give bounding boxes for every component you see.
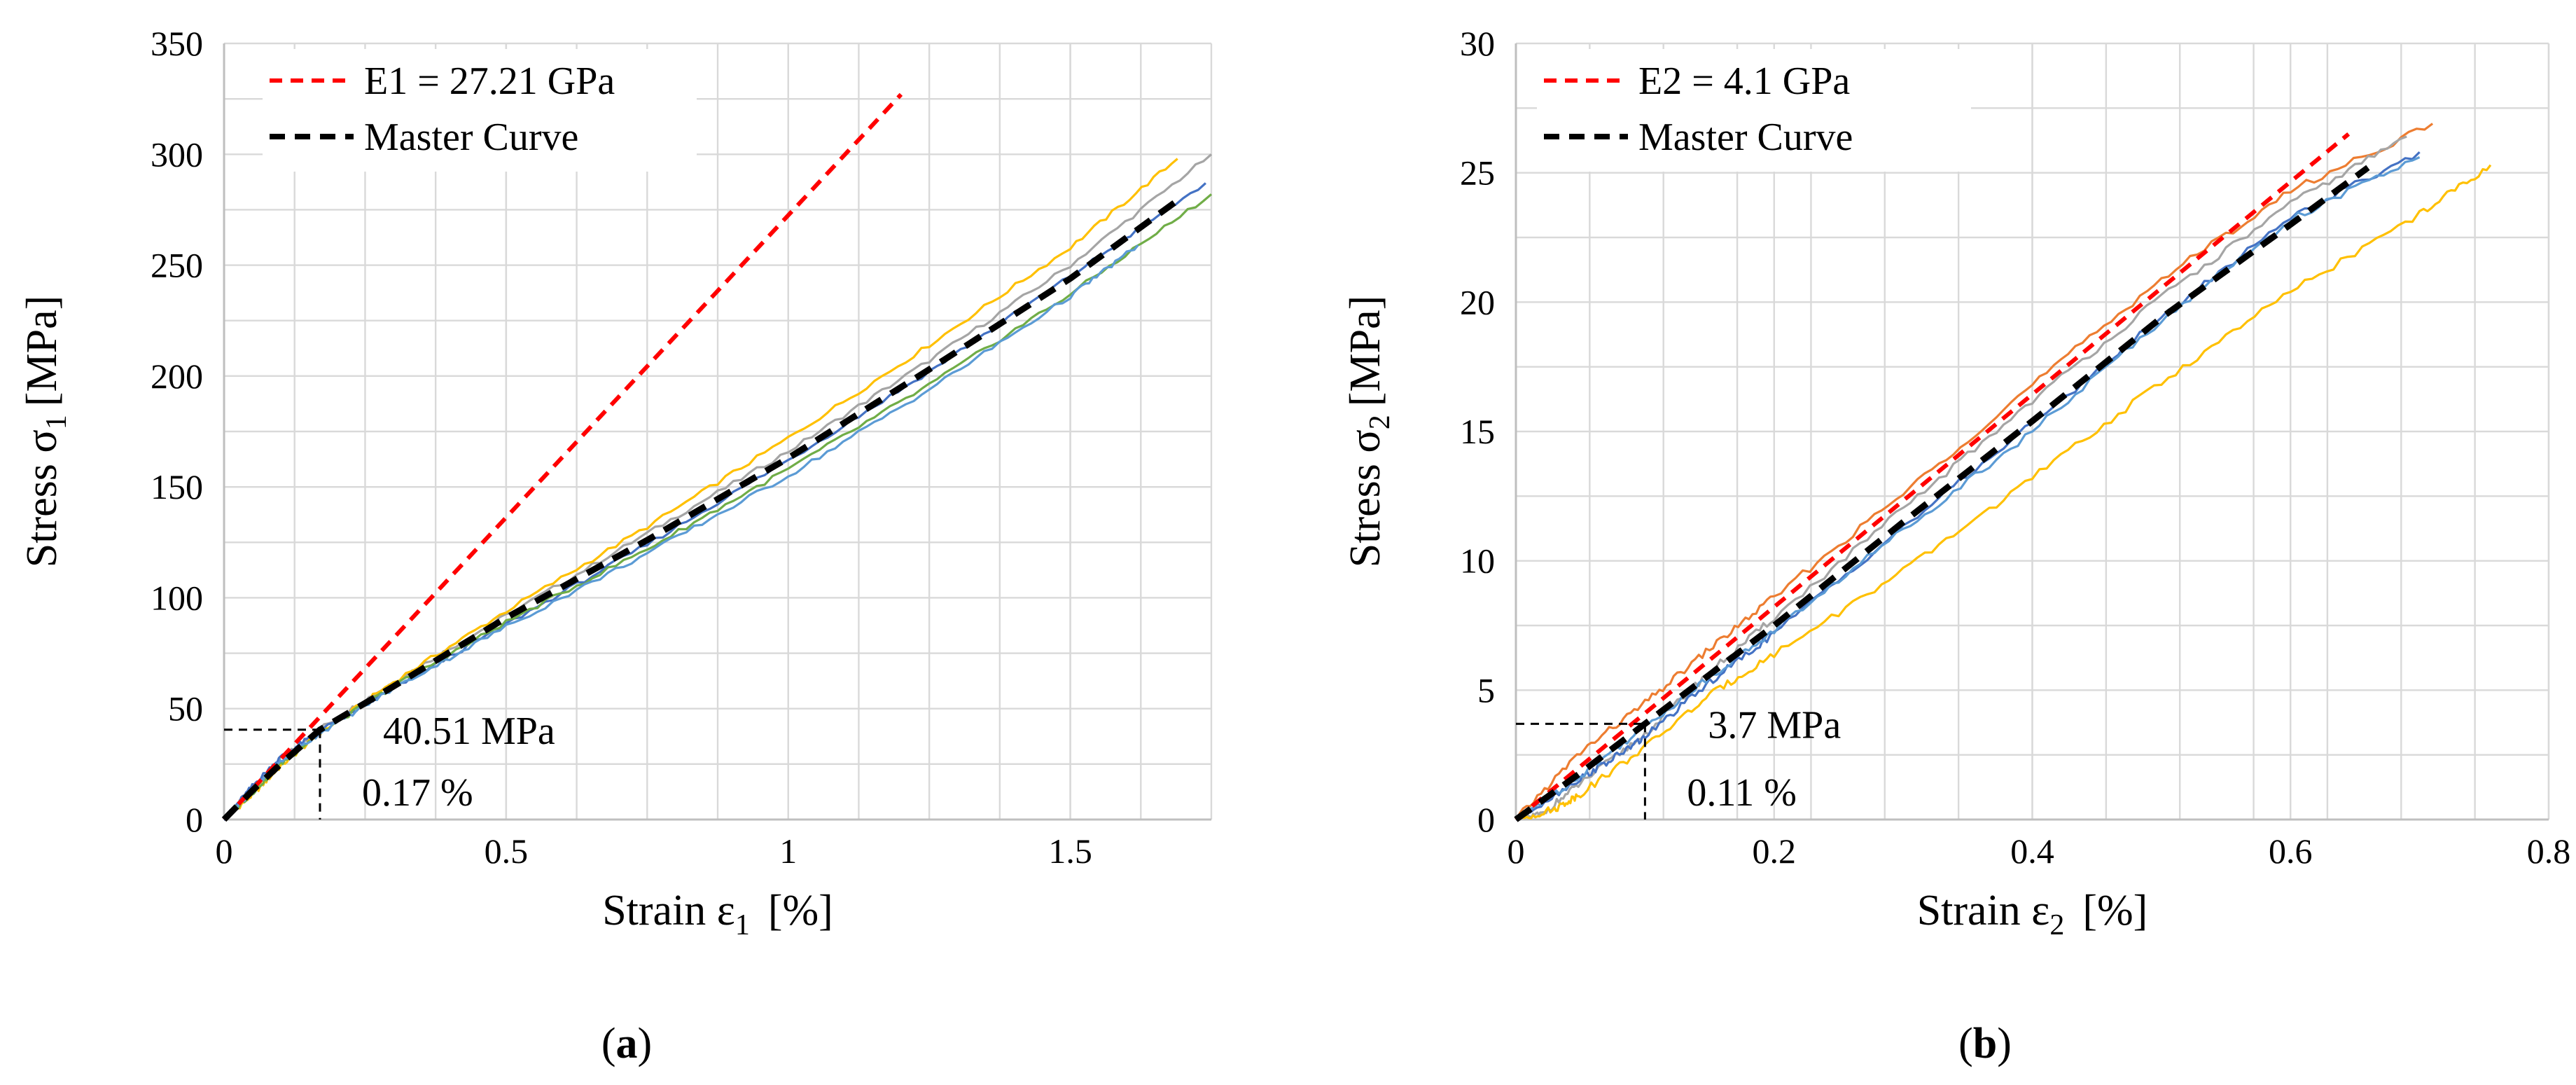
caption-paren-close: ) (638, 1020, 653, 1067)
y-tick-label: 5 (1477, 670, 1495, 710)
x-axis-label-text: Strain ε (1917, 887, 2050, 934)
y-axis-label-unit: [MPa] (1342, 296, 1389, 406)
x-axis-label-text: Strain ε (602, 887, 735, 934)
y-tick-label: 25 (1460, 153, 1495, 193)
y-tick-label: 300 (151, 134, 203, 174)
annotation-b: 3.7 MPa 0.11 % (1516, 703, 1841, 820)
x-axis-label-subscript: 1 (735, 909, 750, 941)
axes-a (223, 43, 1211, 821)
legend-label-master: Master Curve (1638, 116, 1853, 159)
tick-labels-b: 0 0.2 0.4 0.6 0.8 0 5 10 15 20 25 30 (1460, 24, 2570, 871)
panel-caption-a: (a) (601, 1020, 652, 1067)
y-tick-label: 10 (1460, 541, 1495, 581)
x-tick-label: 0.6 (2269, 831, 2313, 871)
x-tick-label: 1.5 (1048, 831, 1092, 871)
y-tick-label: 350 (151, 24, 203, 63)
series-line-specimen-2 (1516, 135, 2407, 821)
legend-label-master: Master Curve (364, 116, 578, 159)
caption-paren-close: ) (1997, 1020, 2012, 1067)
series-line-specimen-4 (1515, 164, 2492, 821)
y-tick-label: 250 (151, 246, 203, 285)
legend-background (263, 49, 697, 172)
x-tick-label: 0.4 (2010, 831, 2054, 871)
x-tick-label: 1 (779, 831, 797, 871)
caption-letter: b (1973, 1020, 1997, 1067)
chart-panel-a: 0 0.5 1 1.5 0 50 100 150 200 250 300 350 40.51 MPa … (18, 24, 1213, 1067)
series-line-specimen-3 (224, 182, 1206, 821)
tick-labels-a: 0 0.5 1 1.5 0 50 100 150 200 250 300 350 (151, 24, 1092, 871)
y-axis-label-text: Stress σ (18, 429, 66, 567)
y-axis-label-subscript: 1 (41, 415, 73, 429)
legend-b: E2 = 4.1 GPa Master Curve (1537, 49, 1971, 172)
annotation-strain-label: 0.17 % (362, 771, 473, 815)
y-tick-label: 50 (168, 689, 203, 728)
y-tick-label: 0 (1477, 800, 1495, 839)
y-axis-label-text: Stress σ (1342, 429, 1389, 567)
x-tick-label: 0.8 (2527, 831, 2571, 871)
series-line-master-curve (1514, 165, 2370, 822)
annotation-a: 40.51 MPa 0.17 % (224, 710, 555, 820)
caption-paren-open: ( (1958, 1020, 1973, 1067)
annotation-stress-label: 3.7 MPa (1708, 703, 1841, 747)
series-line-e1-27-21-gpa (222, 92, 903, 822)
x-axis-label-unit: [%] (2082, 887, 2147, 934)
y-tick-label: 100 (151, 578, 203, 617)
x-axis-label: Strain ε2 [%] (1917, 887, 2148, 941)
legend-a: E1 = 27.21 GPa Master Curve (263, 49, 697, 172)
y-tick-label: 200 (151, 357, 203, 396)
y-axis-label-unit: [MPa] (18, 296, 66, 406)
caption-paren-open: ( (601, 1020, 616, 1067)
panel-caption-b: (b) (1958, 1020, 2012, 1067)
x-axis-label-subscript: 2 (2049, 909, 2064, 941)
y-tick-label: 20 (1460, 282, 1495, 322)
y-axis-label-subscript: 2 (1364, 415, 1396, 429)
series-line-specimen-5 (1515, 156, 2421, 821)
series-line-e2-4-1-gpa (1515, 132, 2351, 822)
legend-background (1537, 49, 1971, 172)
x-axis-label-unit: [%] (768, 887, 833, 934)
x-axis-label: Strain ε1 [%] (602, 887, 833, 941)
annotation-strain-label: 0.11 % (1687, 771, 1797, 815)
x-tick-label: 0 (216, 831, 233, 871)
legend-label-tangent: E2 = 4.1 GPa (1638, 60, 1850, 103)
legend-label-tangent: E1 = 27.21 GPa (364, 60, 615, 103)
y-tick-label: 15 (1460, 412, 1495, 451)
y-axis-label: Stress σ2 [MPa] (1342, 296, 1396, 567)
series-line-specimen-1 (1515, 123, 2434, 820)
x-tick-label: 0 (1508, 831, 1525, 871)
x-tick-label: 0.5 (485, 831, 529, 871)
chart-panel-b: 0 0.2 0.4 0.6 0.8 0 5 10 15 20 25 30 3.7 MPa 0.11 %… (1342, 24, 2570, 1067)
axes-b (1515, 43, 2549, 821)
series-line-master-curve (221, 193, 1185, 822)
y-tick-label: 30 (1460, 24, 1495, 63)
series-a (221, 92, 1213, 822)
series-line-specimen-5 (223, 244, 1139, 820)
series-line-specimen-2 (223, 158, 1178, 820)
series-b (1514, 123, 2492, 822)
x-tick-label: 0.2 (1753, 831, 1797, 871)
caption-letter: a (616, 1020, 638, 1067)
annotation-stress-label: 40.51 MPa (383, 710, 555, 753)
y-axis-label: Stress σ1 [MPa] (18, 296, 73, 567)
y-tick-label: 0 (186, 800, 203, 839)
y-tick-label: 150 (151, 467, 203, 506)
